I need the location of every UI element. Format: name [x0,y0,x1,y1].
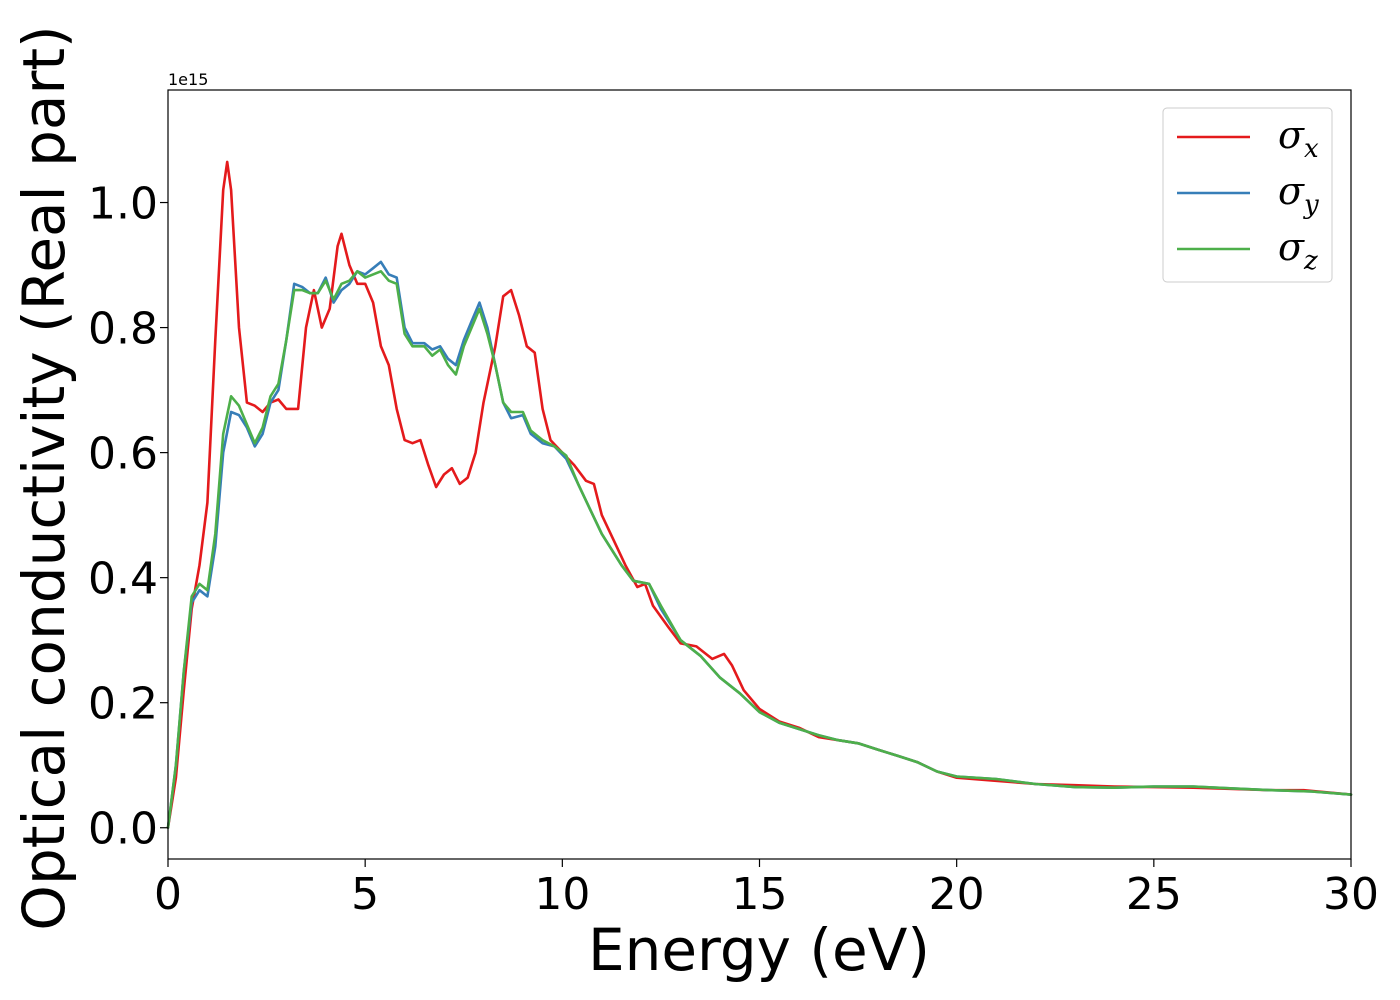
series-line-z [166,270,1353,829]
x-tick-label: 30 [1323,869,1379,920]
legend-label-z: σz [1278,225,1318,276]
legend-symbol: σ [1278,169,1305,213]
y-tick-label: 0.0 [88,804,158,855]
x-axis: 0 5 10 15 20 25 30 [154,859,1379,920]
y-tick-label: 0.6 [88,429,158,480]
x-tick-label: 5 [351,869,379,920]
y-tick-label: 0.8 [88,304,158,355]
y-tick-label: 0.4 [88,554,158,605]
x-tick-label: 20 [929,869,985,920]
y-offset-label: 1e15 [168,70,208,89]
y-tick-label: 0.2 [88,679,158,730]
y-axis-title: Optical conductivity (Real part) [10,25,78,930]
legend-box [1162,107,1333,283]
legend-subscript: z [1303,246,1318,276]
series-layer [166,160,1353,829]
legend-label-x: σx [1278,113,1319,164]
x-axis-title: Energy (eV) [588,916,930,984]
legend-subscript: y [1303,190,1319,220]
x-tick-label: 0 [154,869,182,920]
x-tick-label: 10 [534,869,590,920]
x-tick-label: 25 [1126,869,1182,920]
y-tick-label: 1.0 [88,179,158,230]
legend-symbol: σ [1278,113,1305,157]
x-tick-label: 15 [732,869,788,920]
legend-subscript: x [1304,134,1319,164]
y-axis: 0.0 0.2 0.4 0.6 0.8 1.0 [88,179,168,855]
legend-symbol: σ [1278,225,1305,269]
plot-background [168,90,1351,859]
legend-label-y: σy [1278,169,1319,220]
